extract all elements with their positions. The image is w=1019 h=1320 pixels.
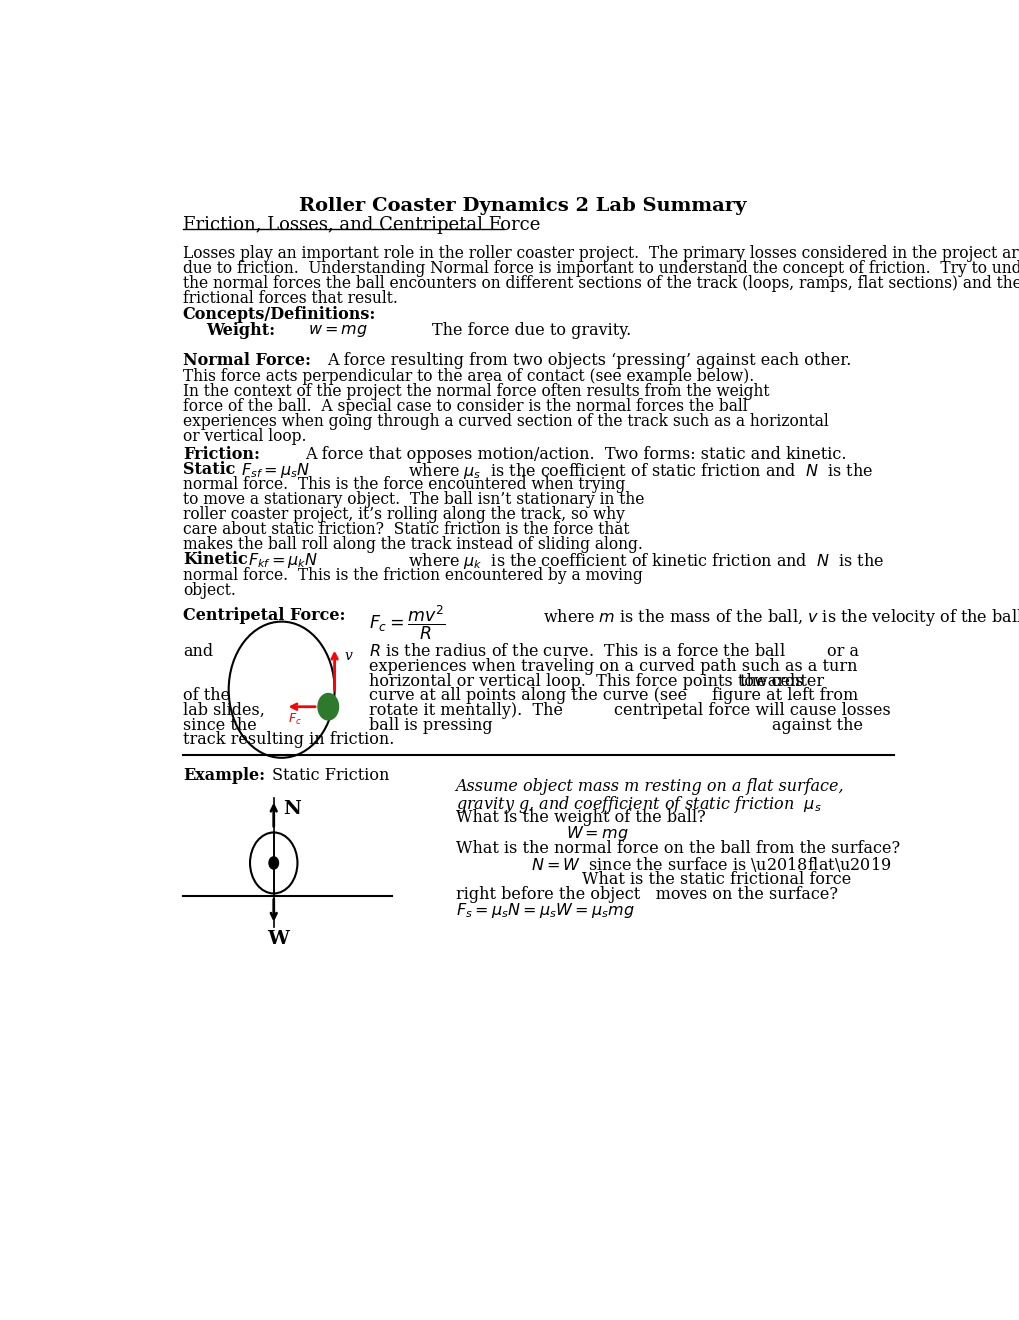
Text: roller coaster project, it’s rolling along the track, so why: roller coaster project, it’s rolling alo… bbox=[182, 507, 624, 524]
Text: $F_s = \mu_s N = \mu_s W = \mu_s mg$: $F_s = \mu_s N = \mu_s W = \mu_s mg$ bbox=[455, 902, 634, 920]
Text: Roller Coaster Dynamics 2 Lab Summary: Roller Coaster Dynamics 2 Lab Summary bbox=[299, 197, 746, 215]
Text: gravity g, and coefficient of static friction  $\mu_s$: gravity g, and coefficient of static fri… bbox=[455, 793, 820, 814]
Text: the center: the center bbox=[740, 673, 823, 690]
Text: What is the normal force on the ball from the surface?: What is the normal force on the ball fro… bbox=[455, 840, 899, 857]
Text: This force acts perpendicular to the area of contact (see example below).: This force acts perpendicular to the are… bbox=[182, 368, 753, 385]
Text: experiences when traveling on a curved path such as a turn: experiences when traveling on a curved p… bbox=[368, 659, 856, 675]
Text: Losses play an important role in the roller coaster project.  The primary losses: Losses play an important role in the rol… bbox=[182, 244, 1019, 261]
Text: makes the ball roll along the track instead of sliding along.: makes the ball roll along the track inst… bbox=[182, 536, 642, 553]
Text: $N = W$  since the surface is \u2018flat\u2019: $N = W$ since the surface is \u2018flat\… bbox=[530, 855, 891, 874]
Text: A force that opposes motion/action.  Two forms: static and kinetic.: A force that opposes motion/action. Two … bbox=[305, 446, 846, 462]
Circle shape bbox=[269, 857, 278, 869]
Text: Friction, Losses, and Centripetal Force: Friction, Losses, and Centripetal Force bbox=[182, 216, 540, 234]
Text: object.: object. bbox=[182, 582, 235, 598]
Text: $W = mg$: $W = mg$ bbox=[566, 825, 628, 843]
Text: to move a stationary object.  The ball isn’t stationary in the: to move a stationary object. The ball is… bbox=[182, 491, 644, 508]
Text: Centripetal Force:: Centripetal Force: bbox=[182, 607, 345, 624]
Text: curve at all points along the curve (see: curve at all points along the curve (see bbox=[368, 688, 686, 705]
Text: Friction:: Friction: bbox=[182, 446, 260, 462]
Text: centripetal force will cause losses: centripetal force will cause losses bbox=[613, 702, 890, 719]
Text: rotate it mentally).  The: rotate it mentally). The bbox=[368, 702, 562, 719]
Text: where $m$ is the mass of the ball, $v$ is the velocity of the ball,: where $m$ is the mass of the ball, $v$ i… bbox=[542, 607, 1019, 628]
Text: Example:: Example: bbox=[182, 767, 265, 784]
Text: $F_{sf} = \mu_s N$: $F_{sf} = \mu_s N$ bbox=[240, 461, 310, 480]
Text: Assume object mass m resting on a flat surface,: Assume object mass m resting on a flat s… bbox=[455, 779, 844, 795]
Text: N: N bbox=[283, 800, 301, 818]
Text: track resulting in friction.: track resulting in friction. bbox=[182, 731, 393, 748]
Text: the normal forces the ball encounters on different sections of the track (loops,: the normal forces the ball encounters on… bbox=[182, 275, 1019, 292]
Text: force of the ball.  A special case to consider is the normal forces the ball: force of the ball. A special case to con… bbox=[182, 397, 747, 414]
Text: A force resulting from two objects ‘pressing’ against each other.: A force resulting from two objects ‘pres… bbox=[327, 352, 851, 370]
Text: care about static friction?  Static friction is the force that: care about static friction? Static frict… bbox=[182, 521, 629, 539]
Text: and: and bbox=[182, 644, 213, 660]
Text: $F_c = \dfrac{mv^2}{R}$: $F_c = \dfrac{mv^2}{R}$ bbox=[368, 603, 445, 642]
Text: The force due to gravity.: The force due to gravity. bbox=[431, 322, 631, 339]
Text: $w = mg$: $w = mg$ bbox=[308, 322, 367, 339]
Text: $F_{kf} = \mu_k N$: $F_{kf} = \mu_k N$ bbox=[248, 552, 318, 570]
Text: $R$ is the radius of the curve.  This is a force the ball: $R$ is the radius of the curve. This is … bbox=[368, 644, 785, 660]
Text: of the: of the bbox=[182, 688, 229, 705]
Text: experiences when going through a curved section of the track such as a horizonta: experiences when going through a curved … bbox=[182, 413, 827, 430]
Text: against the: against the bbox=[771, 717, 862, 734]
Text: figure at left from: figure at left from bbox=[711, 688, 858, 705]
Text: Weight:: Weight: bbox=[206, 322, 275, 339]
Text: Static: Static bbox=[182, 461, 235, 478]
Text: or a: or a bbox=[826, 644, 858, 660]
Text: lab slides,: lab slides, bbox=[182, 702, 265, 719]
Text: What is the static frictional force: What is the static frictional force bbox=[582, 871, 851, 887]
Text: due to friction.  Understanding Normal force is important to understand the conc: due to friction. Understanding Normal fo… bbox=[182, 260, 1019, 277]
Text: ball is pressing: ball is pressing bbox=[368, 717, 492, 734]
Text: In the context of the project the normal force often results from the weight: In the context of the project the normal… bbox=[182, 383, 768, 400]
Text: v: v bbox=[343, 649, 352, 663]
Text: What is the weight of the ball?: What is the weight of the ball? bbox=[455, 809, 704, 826]
Text: where $\mu_s$  is the coefficient of static friction and  $N$  is the: where $\mu_s$ is the coefficient of stat… bbox=[408, 461, 872, 480]
Text: normal force.  This is the friction encountered by a moving: normal force. This is the friction encou… bbox=[182, 566, 642, 583]
Text: Concepts/Definitions:: Concepts/Definitions: bbox=[182, 306, 376, 323]
Text: $F_c$: $F_c$ bbox=[287, 713, 302, 727]
Text: normal force.  This is the force encountered when trying: normal force. This is the force encounte… bbox=[182, 477, 625, 494]
Text: Static Friction: Static Friction bbox=[272, 767, 389, 784]
Text: since the: since the bbox=[182, 717, 257, 734]
Text: where $\mu_k$  is the coefficient of kinetic friction and  $N$  is the: where $\mu_k$ is the coefficient of kine… bbox=[408, 552, 883, 572]
Text: or vertical loop.: or vertical loop. bbox=[182, 428, 306, 445]
Text: Normal Force:: Normal Force: bbox=[182, 352, 311, 370]
Text: W: W bbox=[267, 929, 289, 948]
Text: right before the object   moves on the surface?: right before the object moves on the sur… bbox=[455, 886, 837, 903]
Text: frictional forces that result.: frictional forces that result. bbox=[182, 289, 397, 306]
Text: horizontal or vertical loop.  This force points towards: horizontal or vertical loop. This force … bbox=[368, 673, 802, 690]
Text: Kinetic: Kinetic bbox=[182, 552, 248, 568]
Circle shape bbox=[318, 693, 338, 719]
